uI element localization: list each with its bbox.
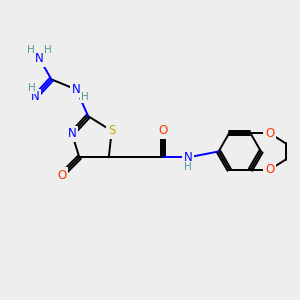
Text: N: N (31, 91, 40, 103)
Text: H: H (28, 46, 35, 56)
Text: N: N (184, 151, 193, 164)
Text: N: N (72, 83, 81, 96)
Text: N: N (68, 127, 76, 140)
Text: O: O (159, 124, 168, 137)
Text: H: H (28, 82, 36, 93)
Text: N: N (35, 52, 44, 65)
Text: H: H (44, 46, 52, 56)
Text: O: O (265, 127, 274, 140)
Text: O: O (265, 163, 274, 176)
Text: H: H (184, 162, 192, 172)
Text: S: S (108, 124, 116, 137)
Text: O: O (57, 169, 66, 182)
Text: H: H (81, 92, 88, 102)
